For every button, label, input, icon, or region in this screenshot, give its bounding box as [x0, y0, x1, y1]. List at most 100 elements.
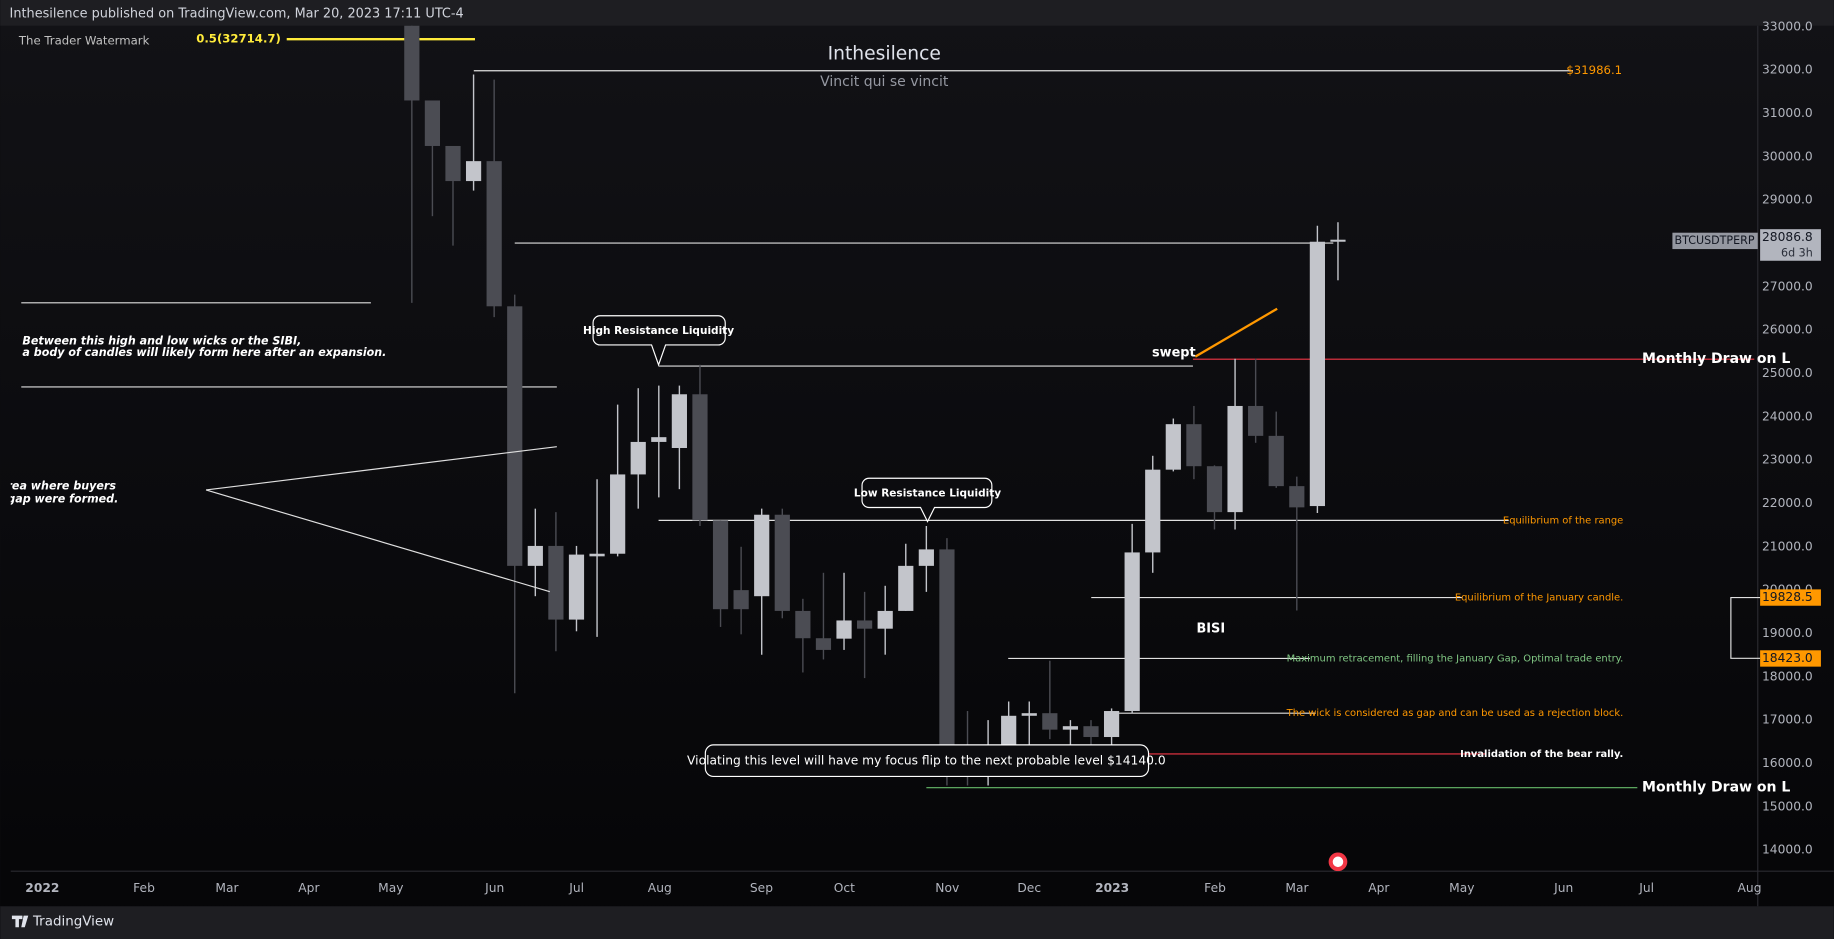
candle-body — [898, 565, 914, 611]
callout-box — [704, 744, 1150, 778]
candle-body — [1289, 486, 1305, 508]
y-tick-label: 24000.0 — [1762, 409, 1813, 423]
level-label: Equilibrium of the January candle. — [1455, 593, 1623, 604]
y-tick-label: 25000.0 — [1762, 366, 1813, 380]
note: BISI — [1196, 622, 1225, 637]
price-tag-label: 19828.5 — [1762, 590, 1813, 604]
level-label: Monthly Draw on L — [1642, 780, 1790, 796]
candle-body — [815, 638, 832, 650]
chart-title: Inthesilence — [828, 43, 941, 64]
candle-body — [1248, 405, 1264, 436]
footer-brand: TradingView — [32, 914, 114, 929]
y-tick-label: 21000.0 — [1762, 539, 1813, 553]
candle-body — [610, 474, 626, 554]
triangle-line — [205, 446, 557, 491]
candle-body — [1001, 715, 1017, 745]
y-tick-label: 14000.0 — [1762, 843, 1813, 857]
callout-text: Low Resistance Liquidity — [854, 487, 1001, 499]
triangle-line — [205, 489, 550, 593]
note: n area where buyers — [0, 479, 116, 492]
note: a body of candles will likely form here … — [22, 346, 386, 359]
note: Between this high and low wicks or the S… — [22, 334, 301, 347]
drawings: Between this high and low wicks or the S… — [0, 307, 1348, 872]
candle-body — [589, 553, 605, 557]
x-tick-label: Oct — [834, 881, 855, 895]
x-tick-label: Feb — [1204, 881, 1226, 895]
x-tick-label: Jul — [1638, 881, 1654, 895]
header-text: Inthesilence published on TradingView.co… — [10, 7, 464, 22]
candle-body — [1042, 713, 1058, 730]
x-tick-label: Aug — [648, 881, 672, 895]
bottom-bar — [0, 906, 1834, 939]
y-tick-label: 30000.0 — [1762, 149, 1813, 163]
candle-body — [630, 441, 646, 475]
level-label: Monthly Draw on L — [1642, 351, 1790, 367]
candle-body — [1124, 552, 1140, 712]
x-tick-label: Jun — [484, 881, 504, 895]
axes: 14000.0 15000.0 16000.0 17000.0 18000.0 19000… — [25, 19, 1812, 895]
candle-body — [568, 554, 585, 620]
level-label: 0.5(32714.7) — [196, 32, 281, 46]
candle-body — [918, 549, 934, 566]
levels — [21, 38, 1755, 789]
candle-body — [1165, 424, 1181, 470]
candle-body — [692, 394, 708, 521]
candle-body — [465, 161, 482, 182]
y-tick-label: 18000.0 — [1762, 669, 1813, 683]
y-tick-label: 23000.0 — [1762, 453, 1813, 467]
candle-body — [1083, 726, 1099, 738]
tag-bracket — [1730, 596, 1761, 659]
y-tick-label: 19000.0 — [1762, 626, 1813, 640]
candle-body — [754, 514, 770, 597]
candle-body — [486, 161, 502, 307]
candle-body — [1206, 466, 1223, 513]
price-tag-label: 18423.0 — [1762, 651, 1813, 665]
callout-box — [592, 315, 726, 367]
candle-body — [1021, 713, 1037, 716]
candle-body — [1186, 424, 1202, 467]
y-tick-label: 27000.0 — [1762, 279, 1813, 293]
candle-body — [836, 620, 852, 639]
chart-subtitle: Vincit qui se vincit — [820, 74, 949, 90]
last-price: 28086.8 — [1762, 230, 1813, 244]
x-tick-label: Apr — [298, 881, 320, 895]
candle-body — [1145, 469, 1161, 553]
candle-body — [671, 394, 687, 448]
candles — [404, 25, 1346, 786]
y-tick-label: 17000.0 — [1762, 713, 1813, 727]
candle-body — [857, 620, 873, 629]
symbol-text: BTCUSDTPERP — [1674, 234, 1754, 247]
candle-body — [1227, 405, 1243, 513]
x-tick-label: Mar — [215, 881, 239, 895]
y-tick-label: 16000.0 — [1762, 756, 1813, 770]
callout-box — [861, 477, 993, 523]
x-tick-label: Dec — [1017, 881, 1041, 895]
candle-body — [1268, 435, 1284, 487]
x-tick-label: May — [1449, 881, 1474, 895]
candle-body — [507, 306, 523, 566]
note: no gap were formed. — [0, 492, 118, 505]
callout-text: High Resistance Liquidity — [583, 325, 734, 337]
y-tick-label: 15000.0 — [1762, 799, 1813, 813]
candle-body — [1309, 241, 1325, 507]
watermark: The Trader Watermark — [18, 33, 150, 47]
level-label: Equilibrium of the range — [1503, 515, 1623, 526]
x-tick-label: Sep — [750, 881, 773, 895]
x-tick-label: Nov — [935, 881, 959, 895]
candle-body — [651, 437, 667, 442]
swept-arrow — [1194, 307, 1278, 358]
candle-body — [1062, 726, 1079, 730]
candle-body — [877, 610, 893, 629]
x-tick-label: Jul — [568, 881, 584, 895]
note: swept — [1152, 346, 1196, 361]
symbol-tag — [1672, 232, 1758, 250]
footer-logo — [11, 915, 29, 928]
x-tick-label: Feb — [133, 881, 155, 895]
candle-body — [939, 549, 955, 745]
y-tick-label: 26000.0 — [1762, 323, 1813, 337]
candle-body — [1103, 711, 1120, 738]
candle-body — [548, 545, 564, 620]
